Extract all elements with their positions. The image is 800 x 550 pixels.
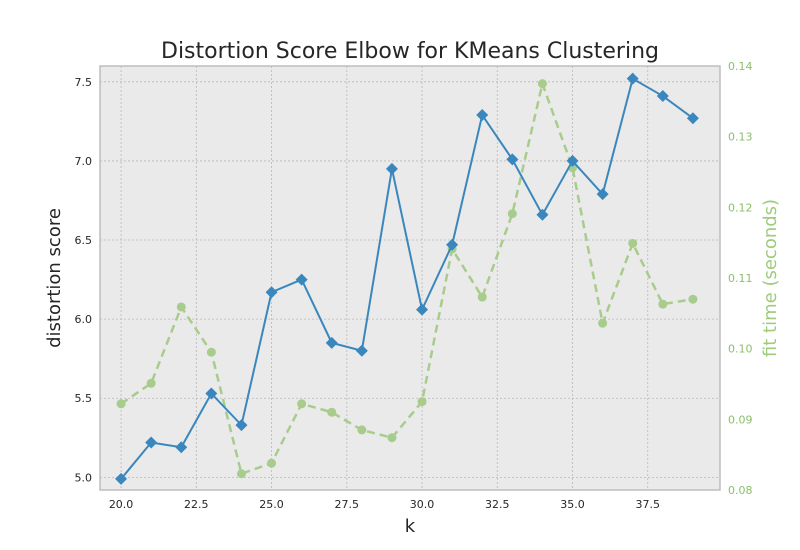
y2-tick-label: 0.12 <box>728 201 753 214</box>
distortion-point <box>416 303 429 316</box>
y-tick-label: 7.5 <box>75 76 93 89</box>
fit-time-point <box>598 318 608 328</box>
chart-title: Distortion Score Elbow for KMeans Cluste… <box>161 39 659 64</box>
grid-lines <box>100 66 720 490</box>
fit-time-line <box>120 79 694 476</box>
distortion-point <box>175 441 188 454</box>
fit-time-point <box>507 209 517 219</box>
fit-time-point <box>357 425 367 435</box>
fit-time-point <box>236 469 246 479</box>
y-tick-label: 6.5 <box>75 234 93 247</box>
x-axis-label: k <box>405 516 416 537</box>
series-layer <box>115 72 699 485</box>
distortion-point <box>385 162 398 175</box>
series-distortion <box>115 72 699 485</box>
fit-time-point <box>387 433 397 443</box>
y2-tick-label: 0.11 <box>728 272 753 285</box>
fit-time-point <box>206 347 216 357</box>
y-tick-label: 5.0 <box>75 471 93 484</box>
distortion-point <box>476 109 489 122</box>
y2-tick-label: 0.10 <box>728 343 753 356</box>
distortion-point <box>656 90 669 103</box>
fit-time-point <box>628 238 638 248</box>
fit-time-point <box>146 378 156 388</box>
distortion-point <box>355 344 368 357</box>
fit-time-point <box>297 399 307 409</box>
y-tick-label: 5.5 <box>75 392 93 405</box>
distortion-point <box>145 436 158 449</box>
y2-tick-label: 0.09 <box>728 413 753 426</box>
y-axis-label: distortion score <box>44 208 65 348</box>
fit-time-point <box>658 299 668 309</box>
x-tick-label: 22.5 <box>184 498 209 511</box>
plot-frame <box>99 65 721 491</box>
distortion-point <box>115 472 128 485</box>
y-axis-ticks: 5.0 5.5 6.0 6.5 7.0 7.5 <box>75 76 93 485</box>
fit-time-point <box>116 399 126 409</box>
y-tick-label: 7.0 <box>75 155 93 168</box>
distortion-point <box>265 286 278 299</box>
x-tick-label: 35.0 <box>560 498 585 511</box>
x-tick-label: 37.5 <box>636 498 661 511</box>
x-tick-label: 32.5 <box>485 498 510 511</box>
fit-time-point <box>267 458 277 468</box>
distortion-point <box>566 154 579 167</box>
distortion-point <box>506 153 519 166</box>
x-tick-label: 20.0 <box>109 498 134 511</box>
y2-tick-label: 0.13 <box>728 131 753 144</box>
x-tick-label: 25.0 <box>259 498 284 511</box>
x-axis-ticks: 20.0 22.5 25.0 27.5 30.0 32.5 35.0 37.5 <box>109 498 660 511</box>
y2-axis-label: fit time (seconds) <box>760 199 781 357</box>
distortion-point <box>295 273 308 286</box>
y-tick-label: 6.0 <box>75 313 93 326</box>
distortion-point <box>205 387 218 400</box>
y2-axis-ticks: 0.08 0.09 0.10 0.11 0.12 0.13 0.14 <box>728 60 753 497</box>
fit-time-point <box>176 302 186 312</box>
y2-tick-label: 0.14 <box>728 60 753 73</box>
distortion-point <box>235 419 248 432</box>
fit-time-point <box>688 294 698 304</box>
series-fit-time <box>116 79 698 479</box>
x-tick-label: 30.0 <box>410 498 435 511</box>
fit-time-point <box>477 292 487 302</box>
distortion-line <box>120 77 694 480</box>
y2-tick-label: 0.08 <box>728 484 753 497</box>
distortion-point <box>596 188 609 201</box>
distortion-point <box>626 72 639 85</box>
fit-time-point <box>417 397 427 407</box>
fit-time-point <box>537 79 547 89</box>
distortion-point <box>536 208 549 221</box>
distortion-point <box>686 112 699 125</box>
fit-time-point <box>327 407 337 417</box>
distortion-point <box>446 238 459 251</box>
distortion-point <box>325 336 338 349</box>
x-tick-label: 27.5 <box>335 498 360 511</box>
